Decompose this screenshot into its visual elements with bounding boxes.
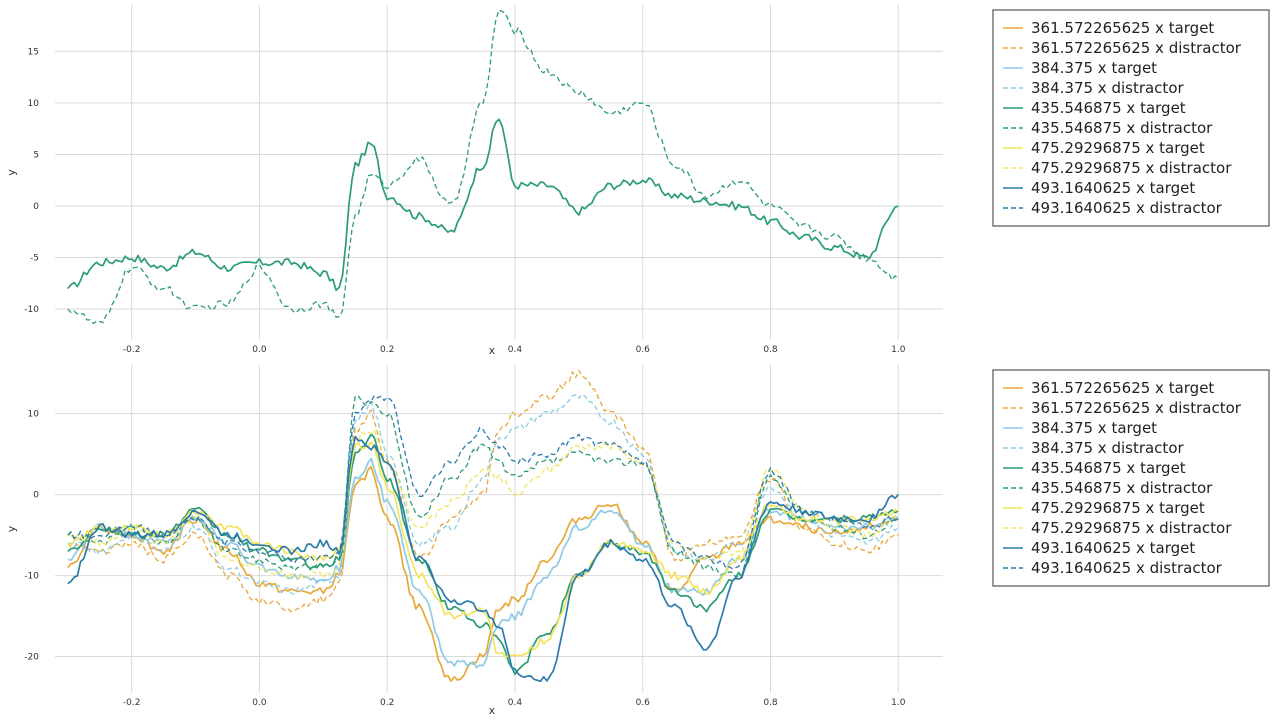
y-tick-label: 0 [33, 491, 39, 501]
legend-label: 361.572265625 x distractor [1031, 39, 1242, 57]
series-line [67, 118, 899, 292]
x-tick-label: 0.6 [636, 345, 651, 355]
y-axis-label: y [5, 169, 18, 176]
legend-label: 384.375 x distractor [1031, 439, 1184, 457]
x-axis-label: x [489, 344, 496, 357]
series-line [67, 394, 899, 570]
series-line [67, 465, 899, 682]
series-group [67, 9, 899, 325]
legend-label: 493.1640625 x distractor [1031, 559, 1223, 577]
series-line [67, 435, 899, 683]
x-tick-label: -0.2 [123, 698, 141, 708]
y-tick-label: -10 [24, 572, 39, 582]
series-line [67, 433, 899, 675]
legend: 361.572265625 x target 361.572265625 x di… [992, 9, 1270, 227]
y-tick-label: 10 [28, 410, 40, 420]
legend-label: 384.375 x target [1031, 59, 1157, 77]
x-axis-label: x [489, 704, 496, 717]
legend-label: 493.1640625 x target [1031, 539, 1195, 557]
legend-label: 475.29296875 x distractor [1031, 159, 1232, 177]
chart-panel-1: -0.2 0.0 0.2 0.4 0.6 0.8 1.0 -10 -5 0 5 10 15 x y 361.5… [5, 5, 1270, 357]
y-tick-label: 5 [33, 150, 39, 160]
legend-label: 435.546875 x target [1031, 459, 1186, 477]
legend-label: 384.375 x target [1031, 419, 1157, 437]
legend: 361.572265625 x target 361.572265625 x di… [992, 369, 1270, 587]
series-line [67, 395, 899, 578]
legend-label: 475.29296875 x target [1031, 499, 1205, 517]
series-line [67, 369, 899, 613]
legend-box [992, 9, 1270, 227]
x-tick-label: 0.4 [508, 698, 523, 708]
legend-label: 361.572265625 x target [1031, 19, 1214, 37]
y-axis-label: y [5, 525, 18, 532]
legend-label: 493.1640625 x distractor [1031, 199, 1223, 217]
series-line [67, 429, 899, 580]
y-tick-label: 10 [28, 99, 40, 109]
x-tick-label: 0.2 [380, 345, 394, 355]
legend-box [992, 369, 1270, 587]
x-tick-label: 0.0 [252, 698, 267, 708]
legend-label: 475.29296875 x target [1031, 139, 1205, 157]
series-group [67, 369, 899, 683]
x-tick-label: 0.8 [763, 345, 778, 355]
legend-label: 493.1640625 x target [1031, 179, 1195, 197]
y-tick-label: 0 [33, 202, 39, 212]
legend-label: 361.572265625 x distractor [1031, 399, 1242, 417]
legend-label: 435.546875 x distractor [1031, 479, 1213, 497]
legend-label: 435.546875 x target [1031, 99, 1186, 117]
x-tick-label: 0.2 [380, 698, 394, 708]
series-line [67, 9, 899, 325]
x-tick-label: 0.4 [508, 345, 523, 355]
x-tick-label: 0.0 [252, 345, 267, 355]
chart-panel-2: -0.2 0.0 0.2 0.4 0.6 0.8 1.0 -20 -10 0 10 x y 361.572… [5, 365, 1270, 717]
x-tick-label: 1.0 [891, 698, 906, 708]
legend-label: 475.29296875 x distractor [1031, 519, 1232, 537]
x-tick-label: 0.6 [636, 698, 651, 708]
y-tick-label: -20 [24, 653, 39, 663]
legend-label: 384.375 x distractor [1031, 79, 1184, 97]
x-tick-label: -0.2 [123, 345, 141, 355]
x-tick-label: 1.0 [891, 345, 906, 355]
series-line [67, 393, 899, 596]
y-tick-label: -5 [30, 254, 39, 264]
legend-label: 435.546875 x distractor [1031, 119, 1213, 137]
x-tick-label: 0.8 [763, 698, 778, 708]
y-tick-label: -10 [24, 305, 39, 315]
y-tick-label: 15 [28, 47, 39, 57]
legend-label: 361.572265625 x target [1031, 379, 1214, 397]
